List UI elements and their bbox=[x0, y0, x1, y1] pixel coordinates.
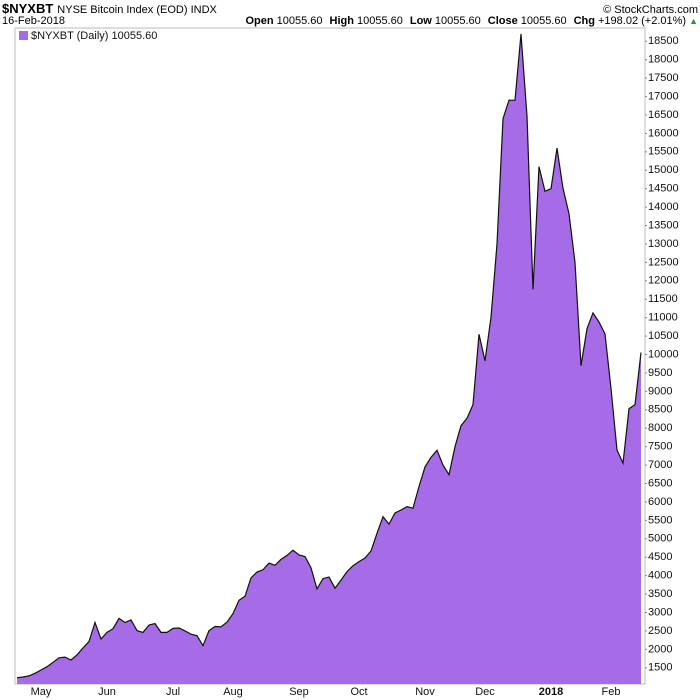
y-tick-label: 4000 bbox=[648, 570, 672, 582]
y-tick-label: 12500 bbox=[648, 256, 679, 268]
x-tick-label: Feb bbox=[602, 686, 621, 698]
area bbox=[17, 33, 641, 684]
y-tick-label: 18500 bbox=[648, 35, 679, 47]
y-tick-label: 11000 bbox=[648, 312, 678, 324]
y-tick-label: 14500 bbox=[648, 183, 679, 195]
x-tick-label: May bbox=[31, 686, 52, 698]
quote-label: Close bbox=[487, 15, 518, 27]
x-tick-label: Jun bbox=[98, 686, 116, 698]
quote-value: 10055.60 bbox=[434, 15, 481, 27]
y-tick-label: 8000 bbox=[648, 422, 672, 434]
y-tick-label: 13500 bbox=[648, 219, 679, 231]
copyright: © StockCharts.com bbox=[603, 4, 698, 16]
x-tick-label: Aug bbox=[223, 686, 243, 698]
quote: Open 10055.60 High 10055.60 Low 10055.60 Close… bbox=[239, 15, 687, 27]
y-tick-label: 15500 bbox=[648, 146, 679, 158]
line bbox=[16, 33, 642, 679]
y-tick-label: 6500 bbox=[648, 477, 672, 489]
y-tick-label: 9000 bbox=[648, 385, 672, 397]
quote-label: Open bbox=[245, 15, 274, 27]
y-tick-label: 1500 bbox=[648, 662, 672, 674]
x-tick-label: Dec bbox=[475, 686, 495, 698]
index-name: NYSE Bitcoin Index (EOD) INDX bbox=[57, 4, 217, 16]
y-tick-label: 9500 bbox=[648, 367, 672, 379]
x-tick-label: Sep bbox=[289, 686, 309, 698]
y-tick-label: 3500 bbox=[648, 588, 672, 600]
quote-line: 16-Feb-2018 Open 10055.60 High 10055.60 Low 1… bbox=[2, 15, 698, 27]
y-tick-label: 18000 bbox=[648, 54, 679, 66]
y-tick-label: 3000 bbox=[648, 606, 672, 618]
y-tick-label: 4500 bbox=[648, 551, 672, 563]
quote-label: Chg bbox=[573, 15, 595, 27]
quote-label: Low bbox=[409, 15, 432, 27]
up-arrow: ▲ bbox=[689, 16, 698, 26]
y-tick-label: 10000 bbox=[648, 348, 679, 360]
x-tick-label: Jul bbox=[166, 686, 180, 698]
x-tick-label: Nov bbox=[415, 686, 435, 698]
x-tick-label: 2018 bbox=[539, 686, 563, 698]
y-tick-label: 11500 bbox=[648, 293, 678, 305]
y-tick-label: 7500 bbox=[648, 441, 672, 453]
date: 16-Feb-2018 bbox=[2, 15, 65, 27]
y-tick-label: 2000 bbox=[648, 643, 672, 655]
quote-value: 10055.60 bbox=[356, 15, 403, 27]
legend-label: $NYXBT (Daily) 10055.60 bbox=[31, 30, 157, 42]
y-tick-label: 16500 bbox=[648, 109, 679, 121]
y-tick-label: 12000 bbox=[648, 275, 679, 287]
quote-value: 10055.60 bbox=[520, 15, 567, 27]
quote-value: 10055.60 bbox=[276, 15, 323, 27]
y-tick-label: 10500 bbox=[648, 330, 679, 342]
quote-label: High bbox=[329, 15, 354, 27]
symbol: $NYXBT bbox=[2, 1, 54, 16]
y-tick-label: 17000 bbox=[648, 90, 679, 102]
y-tick-label: 15000 bbox=[648, 164, 679, 176]
y-tick-label: 5000 bbox=[648, 533, 672, 545]
y-tick-label: 13000 bbox=[648, 238, 679, 250]
x-tick-label: Oct bbox=[350, 686, 367, 698]
y-tick-label: 7000 bbox=[648, 459, 672, 471]
header-line: $NYXBT NYSE Bitcoin Index (EOD) INDX © S… bbox=[2, 1, 698, 16]
y-tick-label: 6000 bbox=[648, 496, 672, 508]
quote-value: +198.02 (+2.01%) bbox=[598, 15, 687, 27]
y-tick-label: 17500 bbox=[648, 72, 679, 84]
y-tick-label: 8500 bbox=[648, 404, 672, 416]
y-tick-label: 5500 bbox=[648, 514, 672, 526]
y-tick-label: 16000 bbox=[648, 127, 679, 139]
y-tick-label: 14000 bbox=[648, 201, 679, 213]
y-tick-label: 2500 bbox=[648, 625, 672, 637]
legend-swatch bbox=[19, 31, 28, 40]
